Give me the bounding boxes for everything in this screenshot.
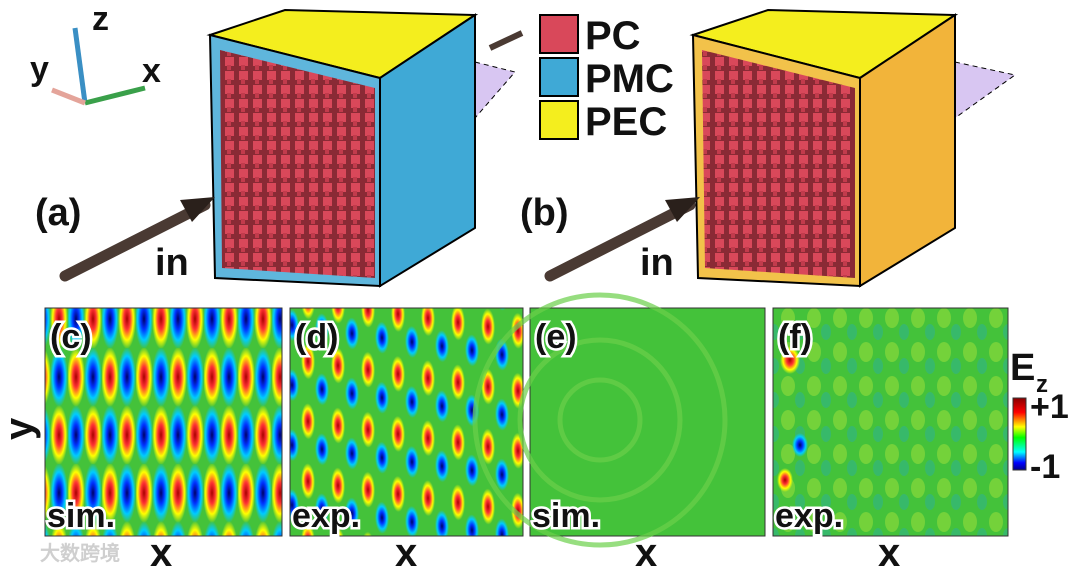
watermark: 大数跨境 [40,541,120,565]
axis-y: y [30,50,49,88]
panel-label: (e) [535,318,577,356]
panel-label: (f) [778,318,812,356]
legend-swatch [539,14,579,54]
legend-label: PEC [585,100,667,144]
field-rings [472,292,728,548]
x-axis-label: x [635,531,657,572]
panel-kind: exp. [292,497,360,535]
input-label: in [640,242,674,284]
axis-x: x [142,52,161,90]
cube-a: (a) in [35,8,524,288]
axis-z: z [92,0,109,38]
field-map [772,307,1009,537]
panel-texts: (c) sim. x (d) exp. x (e) sim. x (f) exp. x [45,316,901,572]
axes-triad: z y x [30,0,161,106]
panel-kind: sim. [47,497,115,535]
panel-label: (b) [520,192,569,234]
legend-label: PMC [585,57,674,101]
legend-swatch [539,57,579,97]
colorbar-title: E [1010,347,1035,389]
field-panels [44,292,1009,548]
colorbar-min: -1 [1030,448,1060,486]
x-axis-label: x [395,531,417,572]
colorbar-subscript: z [1036,371,1048,398]
colorbar-max: +1 [1030,388,1069,426]
cube-b: (b) in [520,8,1017,288]
panel-kind: sim. [532,497,600,535]
x-axis-label: x [878,531,900,572]
legend-label: PC [585,14,641,58]
panel-label: (d) [295,318,338,356]
input-label: in [155,242,189,284]
panel-label: (a) [35,192,81,234]
legend-swatch [539,100,579,140]
colorbar: E z +1 -1 [1010,347,1069,486]
field-map [289,307,524,537]
x-axis-label: x [150,531,172,572]
panel-kind: exp. [775,497,843,535]
field-map [44,307,283,537]
panel-label: (c) [50,318,92,356]
y-axis-label: y [0,417,41,440]
